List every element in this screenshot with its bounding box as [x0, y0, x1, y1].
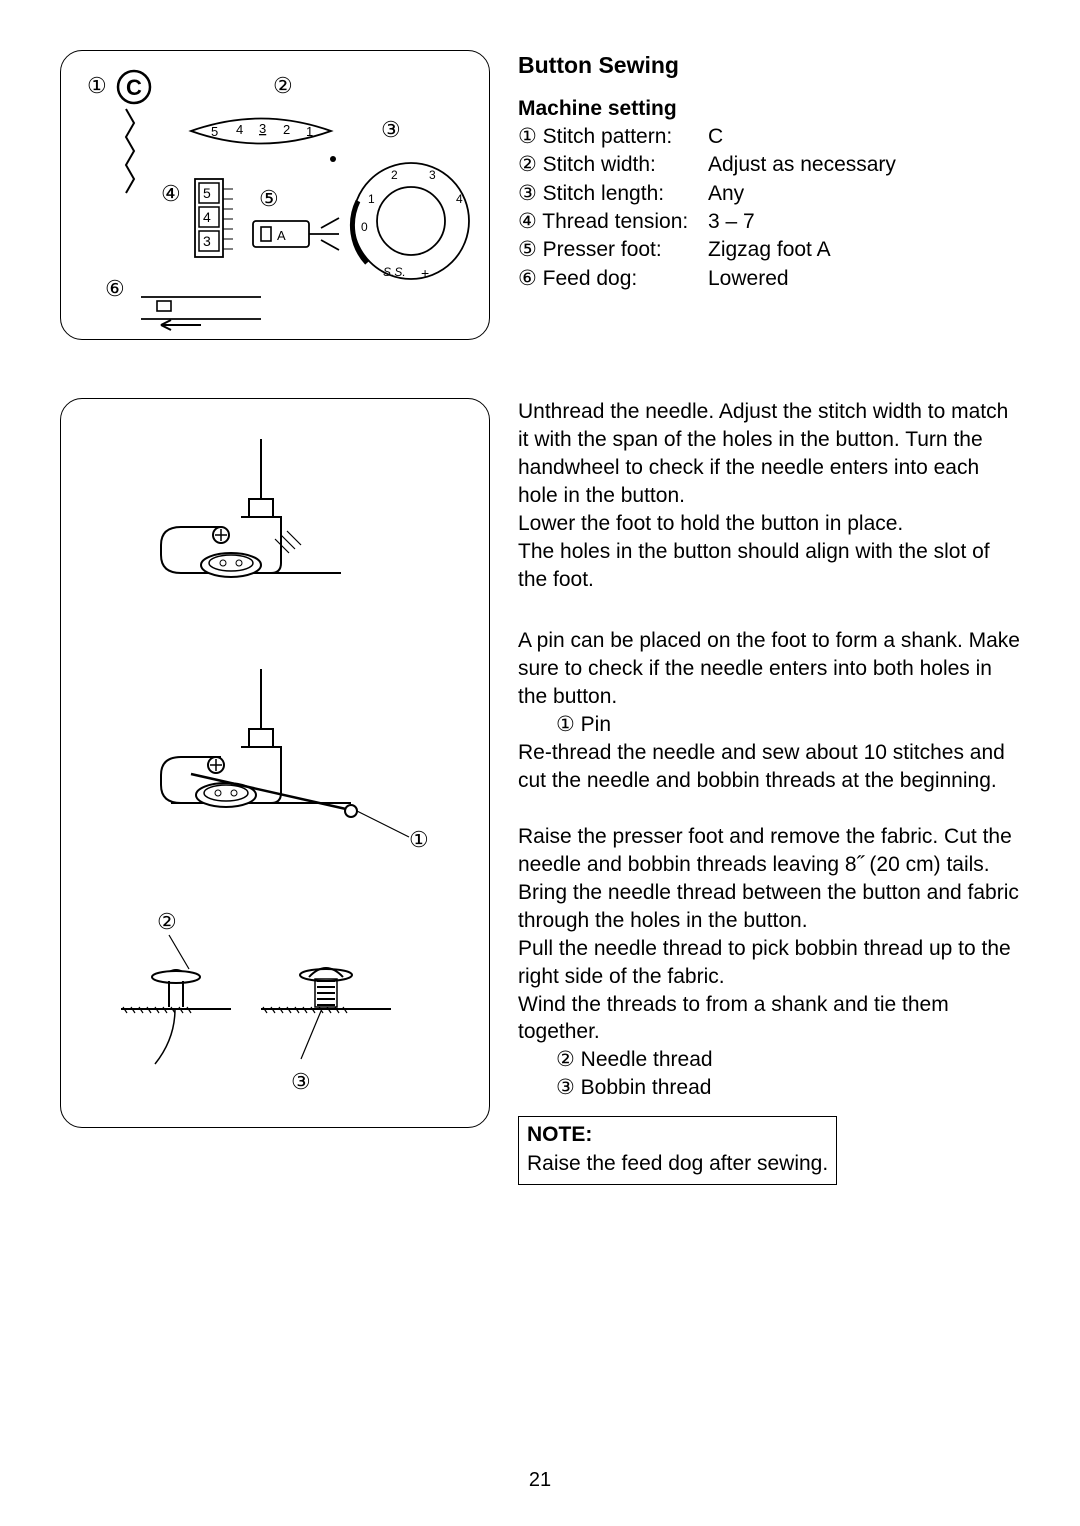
svg-text:+: + — [421, 265, 429, 281]
d1-label-3: ③ — [381, 117, 401, 142]
button-sewing-steps-diagram: ① ② — [60, 398, 490, 1128]
paragraph: Unthread the needle. Adjust the stitch w… — [518, 398, 1020, 510]
d2-label-3: ③ — [291, 1069, 311, 1094]
d1-label-c: C — [126, 75, 142, 100]
paragraph: Raise the presser foot and remove the fa… — [518, 823, 1020, 879]
note-text: Raise the feed dog after sewing. — [527, 1150, 828, 1178]
svg-text:A: A — [277, 228, 286, 243]
paragraph: Bring the needle thread between the butt… — [518, 879, 1020, 935]
machine-settings-diagram: ① C ② 5 4 3 2 1 ③ ④ — [60, 50, 490, 340]
d1-label-1: ① — [87, 73, 107, 98]
bobbin-thread-callout: ③ Bobbin thread — [518, 1074, 1020, 1102]
svg-text:4: 4 — [236, 122, 243, 137]
pin-callout: ① Pin — [518, 711, 1020, 739]
setting-row: ③ Stitch length: Any — [518, 180, 1020, 208]
paragraph: Wind the threads to from a shank and tie… — [518, 991, 1020, 1047]
paragraph: Lower the foot to hold the button in pla… — [518, 510, 1020, 538]
instruction-text: Unthread the needle. Adjust the stitch w… — [518, 398, 1020, 1185]
d1-label-4: ④ — [161, 181, 181, 206]
setting-row: ⑤ Presser foot: Zigzag foot A — [518, 236, 1020, 264]
setting-row: ② Stitch width: Adjust as necessary — [518, 151, 1020, 179]
page-number: 21 — [0, 1469, 1080, 1492]
needle-thread-callout: ② Needle thread — [518, 1046, 1020, 1074]
svg-text:5: 5 — [211, 124, 218, 139]
paragraph: A pin can be placed on the foot to form … — [518, 627, 1020, 711]
svg-text:4: 4 — [203, 209, 211, 225]
page-title: Button Sewing — [518, 52, 1020, 79]
paragraph: Re-thread the needle and sew about 10 st… — [518, 739, 1020, 795]
d2-label-1: ① — [409, 827, 429, 852]
svg-text:3: 3 — [429, 168, 436, 182]
d1-label-2: ② — [273, 73, 293, 98]
svg-text:3: 3 — [203, 233, 211, 249]
svg-text:2: 2 — [391, 168, 398, 182]
svg-text:1: 1 — [306, 124, 313, 139]
d1-label-5: ⑤ — [259, 186, 279, 211]
d1-label-6: ⑥ — [105, 276, 125, 301]
setting-row: ① Stitch pattern: C — [518, 123, 1020, 151]
paragraph: The holes in the button should align wit… — [518, 538, 1020, 594]
d2-label-2: ② — [157, 909, 177, 934]
settings-heading: Machine setting — [518, 97, 1020, 121]
svg-text:2: 2 — [283, 122, 290, 137]
note-label: NOTE: — [527, 1121, 828, 1149]
svg-text:5: 5 — [203, 185, 211, 201]
svg-text:3: 3 — [259, 121, 266, 136]
setting-row: ⑥ Feed dog: Lowered — [518, 265, 1020, 293]
svg-text:4: 4 — [456, 192, 463, 206]
svg-text:1: 1 — [368, 192, 375, 206]
svg-text:0: 0 — [361, 220, 368, 234]
note-box: NOTE: Raise the feed dog after sewing. — [518, 1116, 837, 1185]
paragraph: Pull the needle thread to pick bobbin th… — [518, 935, 1020, 991]
setting-row: ④ Thread tension: 3 – 7 — [518, 208, 1020, 236]
svg-text:S.S.: S.S. — [383, 265, 406, 279]
